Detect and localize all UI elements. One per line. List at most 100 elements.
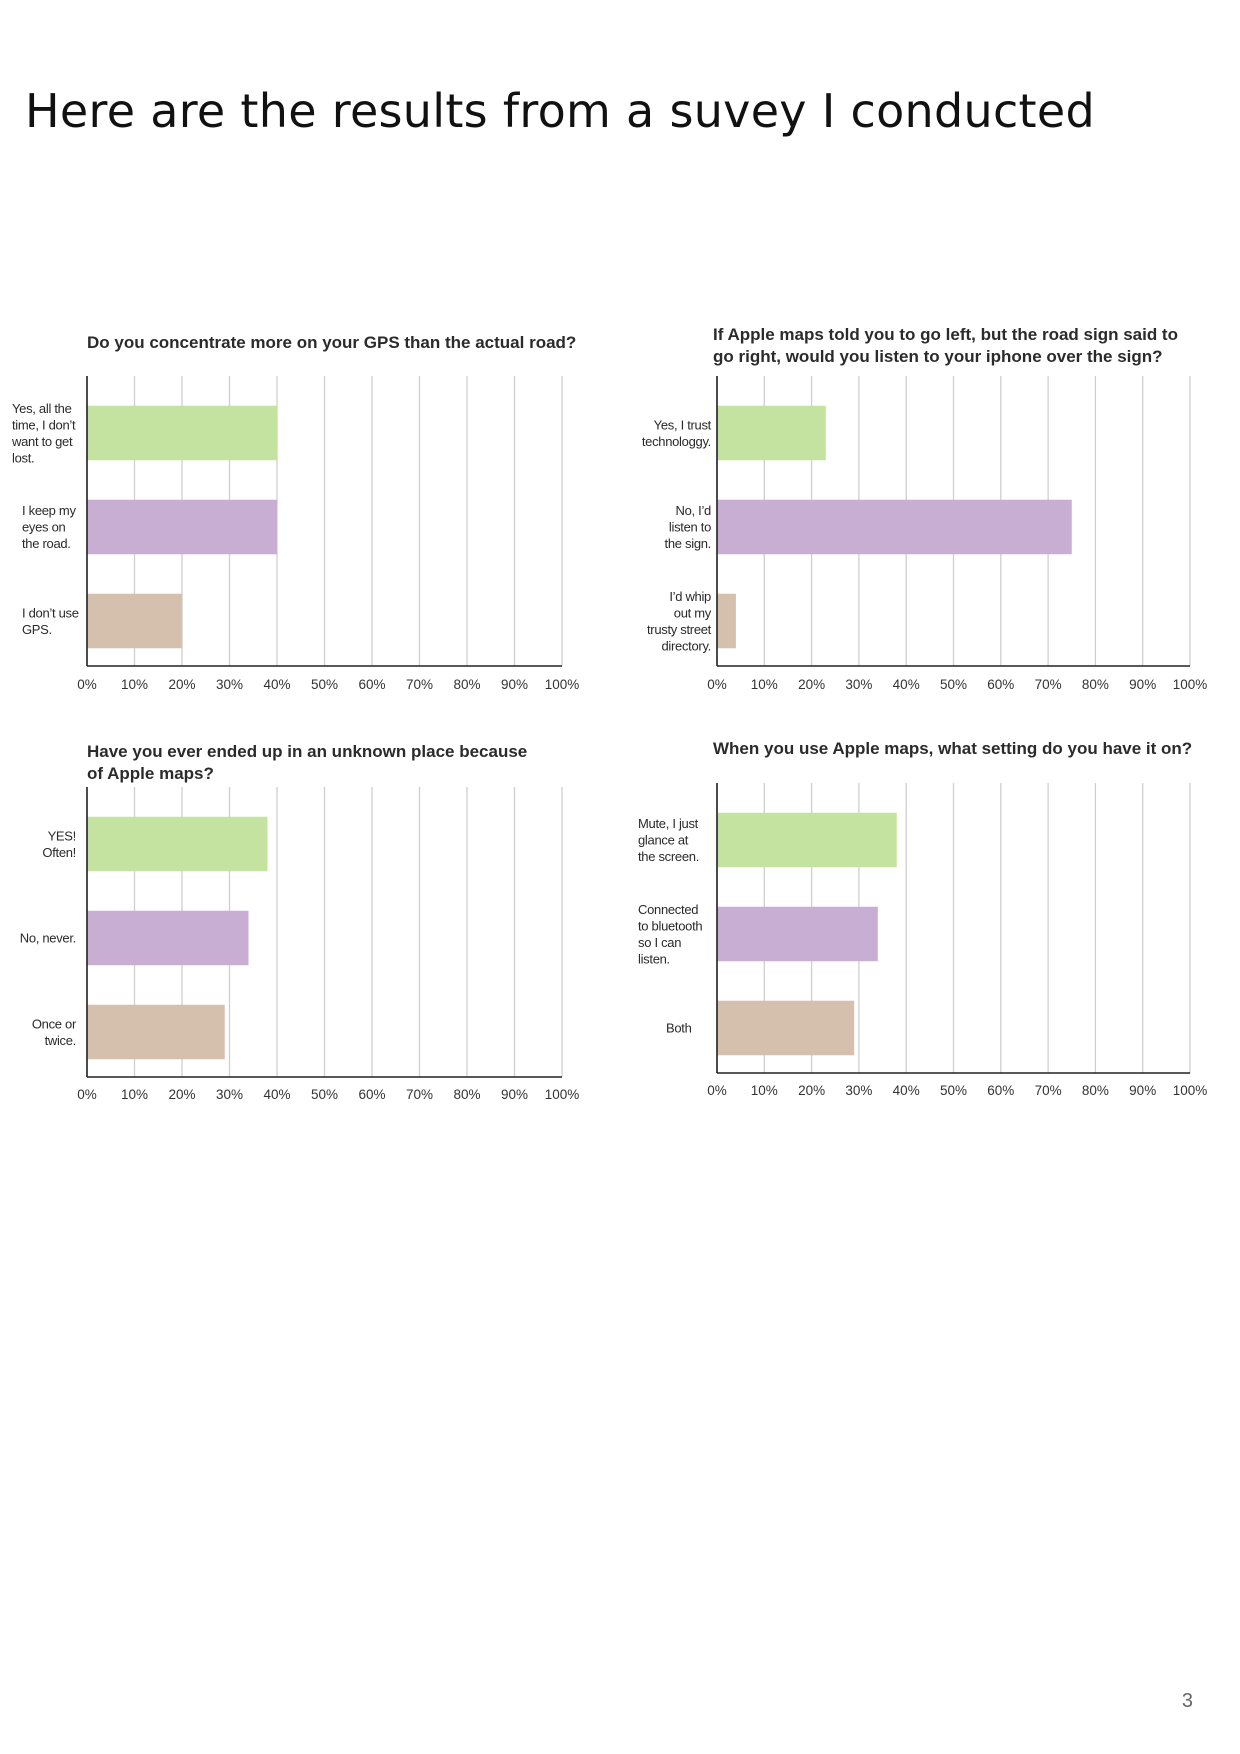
x-tick-label: 100% [1173, 1083, 1208, 1098]
x-tick-label: 80% [453, 1087, 480, 1102]
x-tick-label: 50% [311, 677, 338, 692]
x-tick-label: 60% [987, 677, 1014, 692]
x-tick-label: 90% [1129, 677, 1156, 692]
category-label: Mute, I just glance at the screen. [638, 816, 699, 864]
chart-plot: 0% 10% 20% 30% 40% 50% 60% 70% 80% 90% 100% YES! Oft… [20, 787, 580, 1102]
x-tick-label: 70% [406, 1087, 433, 1102]
x-tick-label: 70% [406, 677, 433, 692]
x-tick-label: 10% [121, 677, 148, 692]
chart-unknown-place: Have you ever ended up in an unknown pla… [0, 735, 600, 1115]
category-label-line: GPS. [22, 622, 52, 637]
page-title: Here are the results from a suvey I cond… [25, 84, 1095, 138]
x-tick-label: 90% [501, 1087, 528, 1102]
category-label-line: I keep my [22, 503, 76, 518]
category-label-line: No, I’d [676, 503, 712, 518]
category-label-line: No, never. [20, 931, 76, 946]
category-label: Both [666, 1021, 692, 1036]
x-tick-label: 60% [987, 1083, 1014, 1098]
category-label-line: time, I don’t [12, 417, 76, 432]
chart-title-line: If Apple maps told you to go left, but t… [713, 325, 1178, 344]
x-tick-label: 40% [263, 677, 290, 692]
bar [87, 816, 268, 872]
category-label-line: so I can [638, 935, 681, 950]
category-label-line: Connected [638, 902, 698, 917]
chart-title-line: Have you ever ended up in an unknown pla… [87, 742, 528, 761]
x-tick-label: 10% [751, 677, 778, 692]
x-tick-label: 100% [1173, 677, 1208, 692]
category-label: Connected to bluetooth so I can listen. [638, 902, 702, 967]
chart-title: When you use Apple maps, what setting do… [713, 738, 1192, 760]
category-label-line: eyes on [22, 520, 66, 535]
x-tick-label: 20% [798, 677, 825, 692]
category-label-line: I don’t use [22, 605, 79, 620]
bar [717, 906, 878, 962]
bar [717, 593, 736, 649]
chart-plot: 0% 10% 20% 30% 40% 50% 60% 70% 80% 90% 100% Yes, I … [642, 376, 1208, 692]
category-label-line: Often! [42, 845, 76, 860]
x-tick-label: 40% [893, 1083, 920, 1098]
x-tick-label: 30% [845, 677, 872, 692]
x-tick-label: 0% [707, 1083, 727, 1098]
category-label: No, I’d listen to the sign. [665, 503, 712, 551]
category-label-line: the road. [22, 536, 71, 551]
category-label: I don’t use GPS. [22, 605, 79, 637]
chart-title-line: Do you concentrate more on your GPS than… [87, 333, 577, 352]
category-label-line: technologgy. [642, 434, 711, 449]
category-label: Once or twice. [32, 1016, 77, 1048]
category-label-line: Mute, I just [638, 816, 699, 831]
bar [87, 499, 277, 555]
chart-title: Do you concentrate more on your GPS than… [87, 332, 576, 354]
category-label-line: Once or [32, 1016, 77, 1031]
category-label-line: glance at [638, 833, 689, 848]
category-label-line: trusty street [647, 622, 712, 637]
category-label-line: Yes, I trust [654, 417, 712, 432]
chart-title-line: go right, would you listen to your iphon… [713, 347, 1163, 366]
category-label-line: Yes, all the [12, 401, 72, 416]
x-tick-label: 60% [358, 677, 385, 692]
x-tick-label: 30% [216, 1087, 243, 1102]
x-tick-label: 90% [501, 677, 528, 692]
category-label: Yes, all the time, I don’t want to get lost… [11, 401, 76, 466]
category-label: No, never. [20, 931, 76, 946]
category-label-line: Both [666, 1021, 692, 1036]
x-tick-label: 70% [1035, 1083, 1062, 1098]
x-tick-label: 0% [77, 677, 97, 692]
chart-title: If Apple maps told you to go left, but t… [713, 324, 1178, 368]
category-label-line: the sign. [665, 536, 711, 551]
bar [717, 405, 826, 461]
chart-maps-vs-sign: If Apple maps told you to go left, but t… [620, 320, 1240, 700]
x-tick-label: 80% [1082, 677, 1109, 692]
chart-title-line: When you use Apple maps, what setting do… [713, 739, 1193, 758]
x-tick-label: 10% [751, 1083, 778, 1098]
bar [87, 910, 249, 966]
category-label-line: twice. [45, 1033, 76, 1048]
chart-gps-concentration: Do you concentrate more on your GPS than… [0, 320, 600, 700]
x-tick-label: 50% [940, 677, 967, 692]
category-label-line: I’d whip [669, 589, 711, 604]
bar [717, 499, 1072, 555]
bar [87, 1004, 225, 1060]
category-label-line: directory. [662, 638, 712, 653]
category-label-line: listen to [669, 520, 711, 535]
x-tick-label: 20% [798, 1083, 825, 1098]
x-tick-label: 40% [893, 677, 920, 692]
x-tick-label: 20% [168, 677, 195, 692]
category-label-line: out my [674, 605, 712, 620]
bar [87, 593, 182, 649]
bar [717, 812, 897, 868]
category-label: YES! Often! [42, 828, 76, 860]
x-tick-label: 60% [358, 1087, 385, 1102]
chart-title: Have you ever ended up in an unknown pla… [87, 741, 527, 785]
x-tick-label: 30% [845, 1083, 872, 1098]
category-label-line: to bluetooth [638, 918, 702, 933]
category-label-line: YES! [48, 828, 76, 843]
x-tick-label: 90% [1129, 1083, 1156, 1098]
x-tick-label: 10% [121, 1087, 148, 1102]
category-label-line: want to get [11, 434, 73, 449]
category-label: I’d whip out my trusty street directory. [647, 589, 712, 654]
chart-title-line: of Apple maps? [87, 764, 214, 783]
x-tick-label: 100% [545, 1087, 580, 1102]
chart-maps-setting: When you use Apple maps, what setting do… [620, 735, 1240, 1115]
category-label: I keep my eyes on the road. [22, 503, 76, 551]
x-tick-label: 80% [1082, 1083, 1109, 1098]
